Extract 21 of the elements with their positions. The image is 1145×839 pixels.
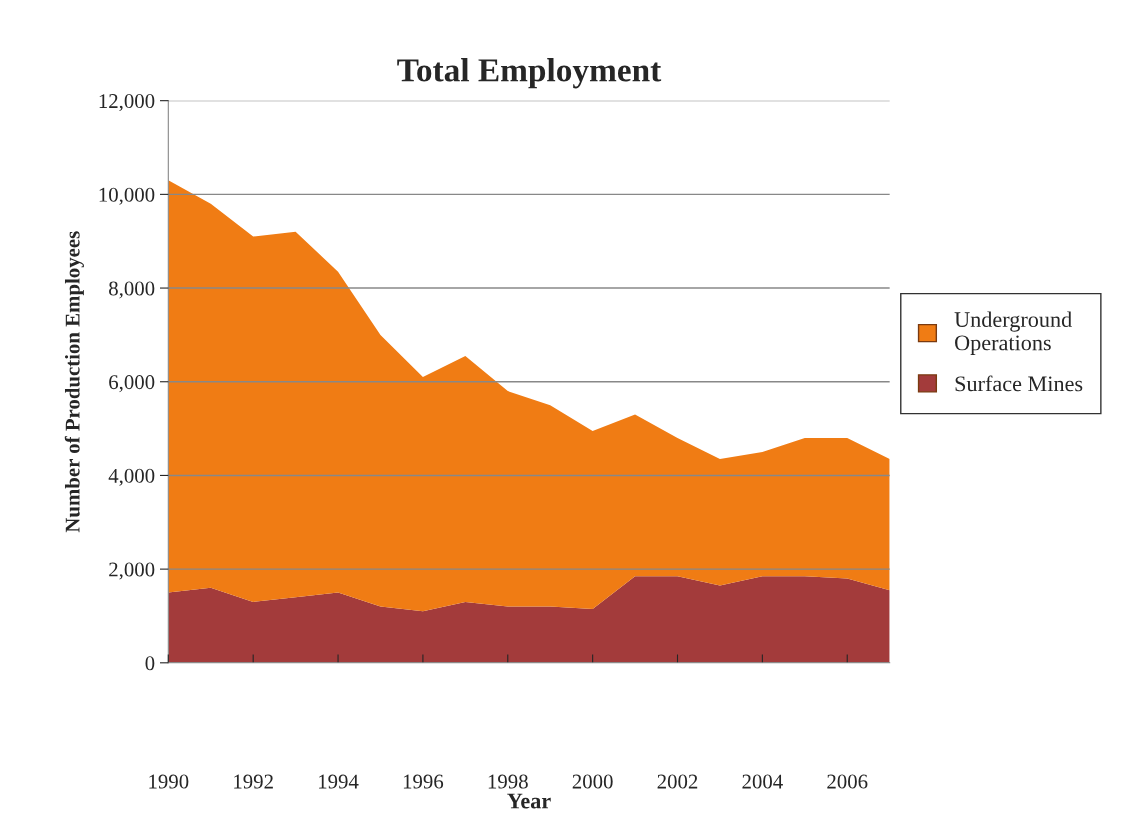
y-tick-label: 10,000 xyxy=(99,187,155,205)
x-axis-title: Year xyxy=(507,793,551,809)
y-tick-label: 0 xyxy=(145,656,155,671)
legend-label: Surface Mines xyxy=(955,375,1083,392)
y-tick-label: 2,000 xyxy=(109,562,155,580)
x-tick-label: 2004 xyxy=(742,774,783,789)
y-tick-label: 4,000 xyxy=(108,468,155,486)
y-axis-title: Number of Production Employees xyxy=(64,231,84,533)
x-tick-label: 1996 xyxy=(403,774,444,789)
chart-title: Total Employment xyxy=(397,58,662,89)
x-tick-label: 1992 xyxy=(234,774,273,789)
legend-label: Underground Operations xyxy=(954,311,1072,355)
x-tick-label: 2002 xyxy=(657,774,698,789)
x-tick-label: 1990 xyxy=(149,774,189,789)
x-tick-label: 2000 xyxy=(572,774,613,789)
x-tick-label: 2006 xyxy=(827,774,868,789)
x-tick-label: 1994 xyxy=(319,774,359,789)
x-tick-label: 1998 xyxy=(488,774,528,789)
y-tick-label: 6,000 xyxy=(109,375,155,393)
y-tick-label: 12,000 xyxy=(99,94,155,112)
y-tick-label: 8,000 xyxy=(109,281,155,299)
